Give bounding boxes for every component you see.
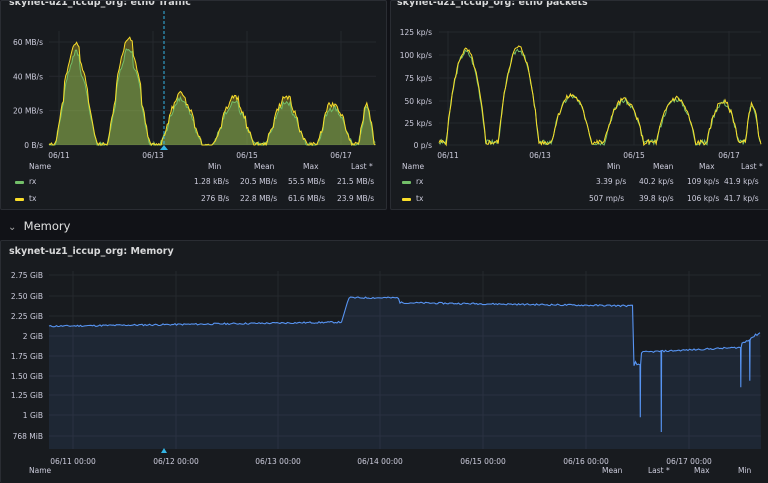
traffic-legend-rx-mean: 20.5 MB/s (240, 177, 278, 186)
x-tick-label: 06/12 00:00 (153, 457, 199, 466)
x-tick-label: 06/17 (330, 151, 352, 160)
memory-series-line[interactable] (48, 296, 761, 433)
traffic-legend-rx-min: 1.28 kB/s (194, 177, 230, 186)
packets-legend-tx-min: 507 mp/s (589, 194, 625, 203)
memory-chart[interactable]: 2.75 GiB 2.50 GiB 2.25 GiB 2 GiB 1.75 GiB 1.5… (1, 241, 768, 483)
y-tick-label: 125 kp/s (400, 28, 432, 37)
packets-legend-header-max[interactable]: Max (699, 162, 715, 171)
rx-series-line[interactable] (438, 48, 762, 146)
y-tick-label: 100 kp/s (400, 51, 432, 60)
x-tick-label: 06/11 (48, 151, 70, 160)
memory-panel[interactable]: skynet-uz1_iccup_org: Memory 2.75 GiB 2.5… (0, 240, 768, 483)
y-tick-label: 1 GiB (23, 411, 43, 420)
packets-chart[interactable]: 125 kp/s 100 kp/s 75 kp/s 50 kp/s 25 kp/s 0 p… (391, 1, 768, 166)
traffic-legend-header-name[interactable]: Name (29, 162, 52, 171)
memory-legend-header-last[interactable]: Last * (648, 466, 670, 475)
packets-legend-rx-last: 41.9 kp/s (724, 177, 759, 186)
x-tick-label: 06/17 (718, 151, 740, 160)
x-tick-label: 06/13 (142, 151, 164, 160)
packets-legend-tx-name: tx (416, 194, 424, 203)
y-tick-label: 50 kp/s (405, 97, 433, 106)
y-tick-label: 1.50 GiB (11, 372, 43, 381)
annotation-marker[interactable] (161, 448, 167, 453)
traffic-chart[interactable]: 60 MB/s 40 MB/s 20 MB/s 0 B/s 06/11 06/13 06/1… (1, 1, 386, 166)
traffic-legend-tx-max: 61.6 MB/s (288, 194, 326, 203)
tx-series-line[interactable] (48, 36, 376, 147)
x-tick-label: 06/13 (529, 151, 551, 160)
traffic-panel[interactable]: skynet-uz1_iccup_org: eth0 Traffic 60 MB… (0, 0, 387, 210)
traffic-legend-rx-last: 21.5 MB/s (337, 177, 375, 186)
packets-panel-title[interactable]: skynet-uz1_iccup_org: eth0 packets (397, 0, 588, 8)
memory-area (49, 297, 761, 449)
y-tick-label: 40 MB/s (13, 72, 43, 81)
y-tick-label: 0 p/s (414, 141, 432, 150)
rx-series-swatch (402, 181, 411, 184)
x-tick-label: 06/13 00:00 (255, 457, 301, 466)
x-tick-label: 06/11 (437, 151, 459, 160)
y-tick-label: 20 MB/s (13, 107, 43, 116)
y-tick-label: 1.25 GiB (11, 391, 43, 400)
y-tick-label: 768 MiB (13, 432, 43, 441)
chevron-down-icon[interactable]: ⌄ (8, 222, 17, 233)
rx-series-swatch (15, 181, 24, 184)
x-tick-label: 06/14 00:00 (357, 457, 403, 466)
x-tick-label: 06/16 00:00 (563, 457, 609, 466)
traffic-panel-title[interactable]: skynet-uz1_iccup_org: eth0 Traffic (9, 0, 191, 8)
packets-legend-rx-name: rx (416, 177, 424, 186)
packets-legend-header-name[interactable]: Name (402, 162, 425, 171)
traffic-legend-tx-name: tx (29, 194, 37, 203)
memory-legend-header-max[interactable]: Max (694, 466, 710, 475)
memory-legend-header-min[interactable]: Min (738, 466, 752, 475)
traffic-legend-header-last[interactable]: Last * (351, 162, 373, 171)
packets-legend-tx-max: 106 kp/s (687, 194, 720, 203)
packets-legend-header-mean[interactable]: Mean (653, 162, 674, 171)
packets-legend-tx-last: 41.7 kp/s (724, 194, 759, 203)
packets-legend-header-last[interactable]: Last * (741, 162, 763, 171)
memory-legend-header-mean[interactable]: Mean (602, 466, 623, 475)
x-tick-label: 06/15 (623, 151, 645, 160)
traffic-legend-rx-name: rx (29, 177, 37, 186)
y-tick-label: 1.75 GiB (11, 352, 43, 361)
tx-series-swatch (402, 198, 411, 201)
annotation-marker[interactable] (160, 145, 168, 150)
tx-area (49, 37, 376, 146)
memory-row-header[interactable]: ⌄ Memory (8, 219, 70, 233)
y-tick-label: 25 kp/s (405, 119, 433, 128)
x-tick-label: 06/15 00:00 (460, 457, 506, 466)
traffic-legend-header-mean[interactable]: Mean (254, 162, 275, 171)
traffic-legend-header-max[interactable]: Max (303, 162, 319, 171)
rx-area (49, 49, 376, 145)
y-tick-label: 2.50 GiB (11, 292, 43, 301)
y-tick-label: 2.25 GiB (11, 312, 43, 321)
traffic-legend-header-min[interactable]: Min (208, 162, 222, 171)
y-tick-label: 60 MB/s (13, 38, 43, 47)
packets-legend-tx-mean: 39.8 kp/s (639, 194, 674, 203)
packets-legend-rx-mean: 40.2 kp/s (639, 177, 674, 186)
memory-row-title: Memory (23, 219, 71, 233)
memory-legend-header-name[interactable]: Name (29, 466, 52, 475)
packets-legend-rx-max: 109 kp/s (687, 177, 720, 186)
y-tick-label: 2 GiB (23, 332, 43, 341)
x-tick-label: 06/15 (236, 151, 258, 160)
traffic-legend-tx-last: 23.9 MB/s (337, 194, 375, 203)
traffic-legend-tx-min: 276 B/s (201, 194, 230, 203)
tx-series-line[interactable] (438, 45, 762, 147)
traffic-legend-tx-mean: 22.8 MB/s (240, 194, 278, 203)
traffic-legend-rx-max: 55.5 MB/s (288, 177, 326, 186)
packets-legend-rx-min: 3.39 p/s (596, 177, 627, 186)
packets-panel[interactable]: skynet-uz1_iccup_org: eth0 packets 125 k… (390, 0, 768, 210)
x-tick-label: 06/11 00:00 (50, 457, 96, 466)
x-tick-label: 06/17 00:00 (666, 457, 712, 466)
tx-series-swatch (15, 198, 24, 201)
y-tick-label: 2.75 GiB (11, 271, 43, 280)
y-tick-label: 0 B/s (24, 141, 43, 150)
y-tick-label: 75 kp/s (405, 74, 433, 83)
memory-panel-title[interactable]: skynet-uz1_iccup_org: Memory (9, 246, 174, 257)
packets-legend-header-min[interactable]: Min (607, 162, 621, 171)
